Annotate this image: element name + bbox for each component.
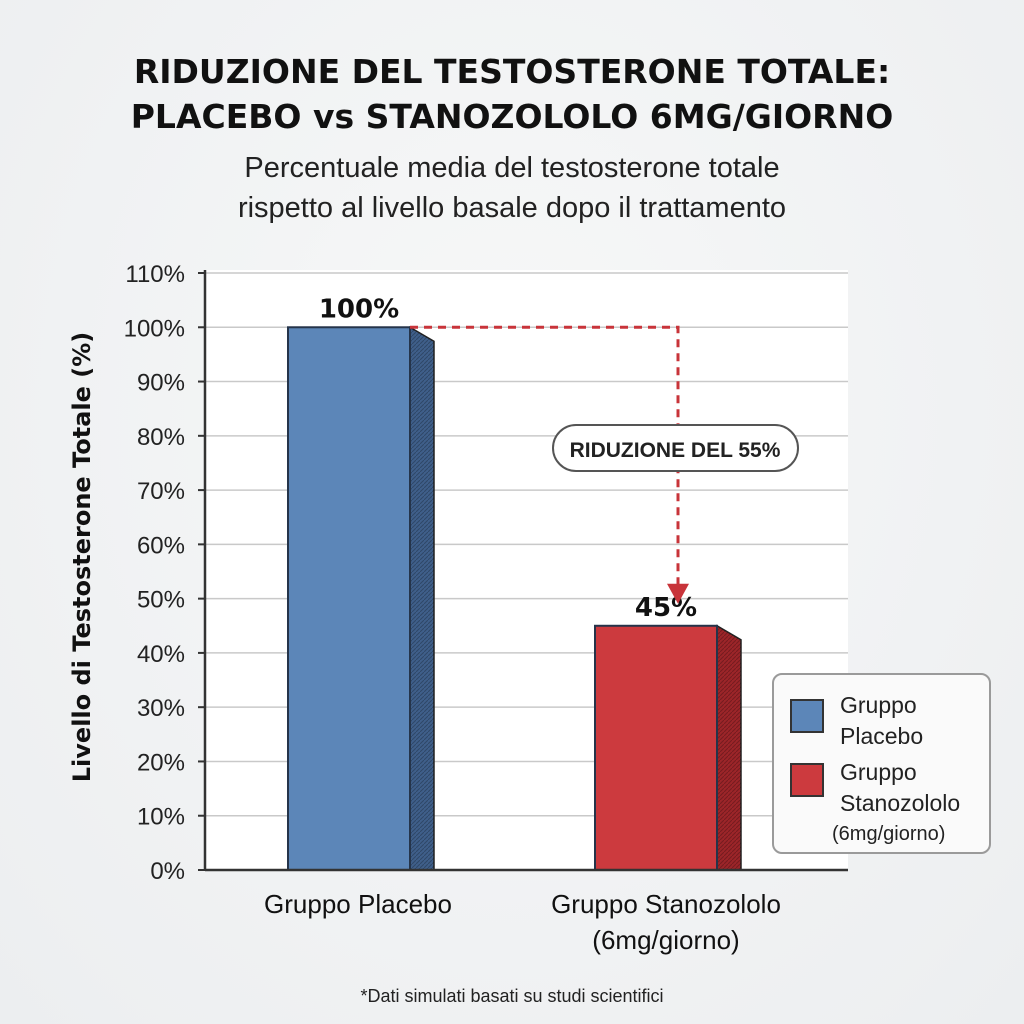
reduction-connector	[410, 325, 680, 586]
chart-subtitle-line-2: rispetto al livello basale dopo il tratt…	[237, 192, 787, 224]
legend-label-stanozololo-line-1: Gruppo	[840, 759, 917, 785]
legend-label-stanozololo-line-3: (6mg/giorno)	[832, 823, 946, 845]
legend-label-placebo-line-1: Gruppo	[840, 692, 917, 718]
bar-value-label: 100%	[319, 294, 399, 324]
y-tick-label: 40%	[137, 641, 185, 668]
bar-value-label: 45%	[635, 593, 697, 623]
reduction-badge-label: RIDUZIONE DEL 55%	[570, 439, 781, 462]
arrow-down-icon	[667, 583, 689, 604]
bar-side-hatch	[717, 625, 741, 870]
y-tick-label: 90%	[137, 370, 185, 397]
axes: 0% 10% 20% 30% 40% 50% 60% 70% 80% 90% 100% 110% Liv…	[68, 261, 848, 955]
y-tick-label: 60%	[137, 532, 185, 559]
y-axis-title: Livello di Testosterone Totale (%)	[68, 332, 96, 782]
legend-swatch-stanozololo	[790, 763, 824, 797]
annotation: RIDUZIONE DEL 55%	[410, 325, 799, 604]
legend-swatch-placebo	[790, 699, 824, 733]
chart-subtitle-line-1: Percentuale media del testosterone total…	[244, 152, 780, 184]
y-tick-label: 0%	[150, 858, 185, 885]
y-tick-label: 50%	[137, 587, 185, 614]
x-tick-label: Gruppo Stanozololo	[551, 889, 781, 919]
bar-placebo	[287, 326, 411, 872]
legend-label-stanozololo-line-2: Stanozololo	[840, 790, 961, 816]
x-tick-label: (6mg/giorno)	[592, 925, 739, 955]
bars: 100% 45%	[287, 294, 742, 872]
y-tick-label: 10%	[137, 804, 185, 831]
x-tick-label: Gruppo Placebo	[264, 889, 452, 919]
bar-stanozololo	[594, 624, 718, 871]
footnote: *Dati simulati basati su studi scientifi…	[360, 986, 664, 1006]
y-tick-label: 100%	[124, 315, 185, 342]
legend: Gruppo Placebo Gruppo Stanozololo (6mg/g…	[772, 673, 991, 854]
y-tick-label: 30%	[137, 695, 185, 722]
chart-title-line-2: PLACEBO vs STANOZOLOLO 6MG/GIORNO	[130, 97, 894, 136]
y-tick-label: 110%	[125, 261, 185, 288]
y-tick-label: 70%	[137, 478, 185, 505]
bar-side-hatch	[410, 327, 434, 871]
chart-title-line-1: RIDUZIONE DEL TESTOSTERONE TOTALE:	[133, 52, 891, 91]
legend-label-placebo-line-2: Placebo	[840, 723, 924, 749]
reduction-badge	[552, 424, 799, 472]
y-tick-label: 20%	[137, 749, 185, 776]
y-tick-label: 80%	[137, 424, 185, 451]
